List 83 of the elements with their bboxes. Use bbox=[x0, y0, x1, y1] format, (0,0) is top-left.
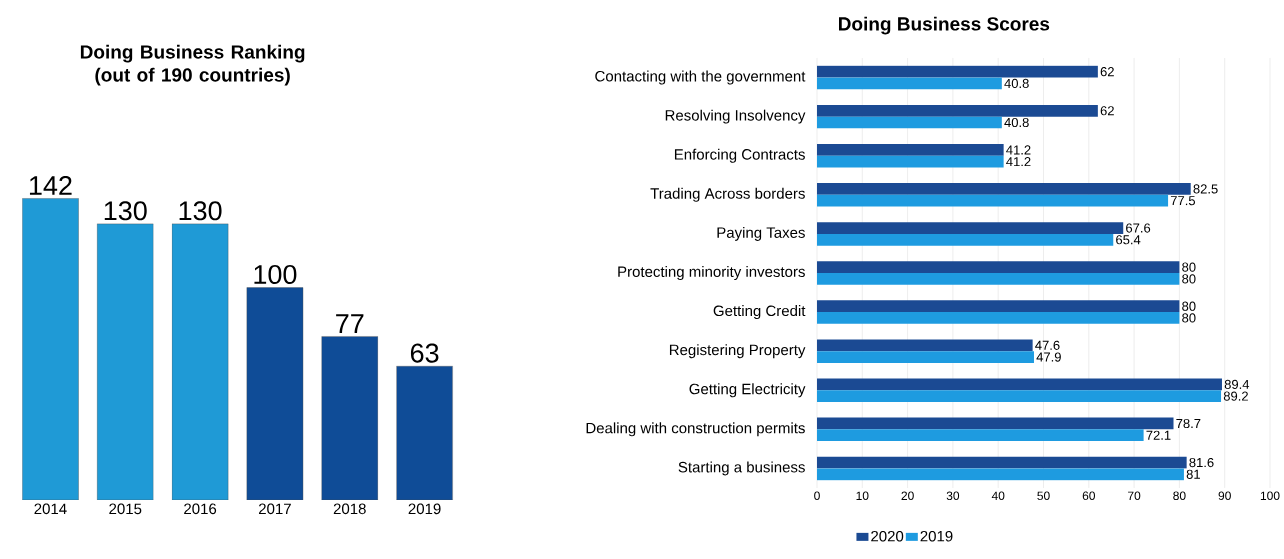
bar bbox=[817, 456, 1187, 469]
data-label: 47.6 bbox=[1035, 340, 1060, 350]
data-label: 41.2 bbox=[1006, 157, 1031, 167]
data-label: 40.8 bbox=[1004, 78, 1029, 88]
y-tick-label: Trading Across borders bbox=[650, 187, 805, 202]
data-label: 142 bbox=[29, 176, 72, 195]
x-tick-label: 2018 bbox=[333, 503, 366, 515]
data-label: 80 bbox=[1182, 313, 1196, 323]
bar bbox=[817, 390, 1222, 402]
data-label: 62 bbox=[1100, 67, 1114, 77]
x-tick-label: 10 bbox=[856, 491, 869, 501]
bar bbox=[817, 194, 1169, 207]
data-label: 82.5 bbox=[1193, 184, 1218, 194]
bar bbox=[817, 143, 1004, 156]
data-label: 130 bbox=[179, 201, 222, 221]
bar bbox=[817, 378, 1222, 391]
y-tick-label: Protecting minority investors bbox=[618, 266, 805, 280]
bar bbox=[817, 417, 1174, 430]
chart-title: Doing Business Scores bbox=[839, 16, 1050, 35]
data-label: 89.4 bbox=[1224, 379, 1250, 389]
bar bbox=[817, 468, 1184, 481]
data-label: 77 bbox=[336, 314, 364, 333]
x-tick-label: 90 bbox=[1218, 491, 1231, 501]
data-label: 80 bbox=[1182, 301, 1196, 311]
legend-label: 2020 bbox=[871, 530, 904, 542]
y-tick-label: Dealing with construction permits bbox=[586, 422, 805, 437]
data-label: 47.9 bbox=[1036, 352, 1061, 362]
x-tick-label: 2016 bbox=[184, 503, 217, 515]
bar bbox=[817, 339, 1033, 352]
data-label: 80 bbox=[1182, 262, 1196, 272]
y-tick-label: Getting Electricity bbox=[689, 383, 806, 398]
data-label: 78.7 bbox=[1176, 418, 1201, 429]
x-tick-label: 50 bbox=[1037, 491, 1050, 501]
y-tick-label: Registering Property bbox=[669, 344, 806, 359]
x-tick-label: 0 bbox=[814, 491, 820, 501]
bar bbox=[817, 429, 1144, 442]
x-tick-label: 60 bbox=[1082, 491, 1096, 501]
bar bbox=[817, 183, 1191, 195]
bar bbox=[817, 222, 1124, 234]
legend-label: 2019 bbox=[920, 530, 953, 542]
data-label: 77.5 bbox=[1170, 196, 1196, 206]
x-tick-label: 100 bbox=[1260, 491, 1280, 501]
y-tick-label: Resolving Insolvency bbox=[665, 109, 806, 124]
x-tick-label: 2015 bbox=[109, 503, 142, 515]
bar bbox=[817, 77, 1002, 90]
data-label: 81 bbox=[1186, 469, 1200, 479]
x-tick-label: 30 bbox=[946, 491, 960, 501]
data-label: 80 bbox=[1182, 274, 1196, 284]
data-label: 89.2 bbox=[1223, 391, 1248, 401]
data-label: 130 bbox=[104, 201, 147, 221]
y-tick-label: Contacting with the government bbox=[595, 70, 806, 85]
x-tick-label: 80 bbox=[1173, 491, 1186, 501]
data-label: 65.4 bbox=[1116, 235, 1141, 245]
bar bbox=[817, 104, 1098, 117]
bar bbox=[817, 233, 1114, 246]
bar bbox=[817, 300, 1180, 313]
bar bbox=[817, 351, 1034, 363]
x-tick-label: 2014 bbox=[34, 503, 67, 515]
bar bbox=[817, 155, 1004, 168]
bar bbox=[817, 261, 1180, 273]
y-tick-label: Getting Credit bbox=[713, 305, 806, 320]
chart-title: Doing Business Ranking (out of 190 countries) bbox=[80, 44, 305, 86]
data-label: 41.2 bbox=[1006, 145, 1031, 155]
x-tick-label: 40 bbox=[991, 491, 1005, 501]
data-label: 62 bbox=[1100, 106, 1114, 116]
data-label: 40.8 bbox=[1004, 117, 1029, 128]
x-tick-label: 70 bbox=[1128, 491, 1141, 501]
data-label: 63 bbox=[410, 343, 439, 363]
y-tick-label: Paying Taxes bbox=[717, 226, 805, 241]
bar bbox=[22, 198, 79, 500]
y-tick-label: Starting a business bbox=[678, 461, 805, 476]
data-label: 67.6 bbox=[1126, 223, 1151, 233]
bar bbox=[817, 272, 1180, 285]
y-tick-label: Enforcing Contracts bbox=[674, 148, 805, 163]
data-label: 81.6 bbox=[1189, 457, 1214, 468]
data-label: 72.1 bbox=[1146, 430, 1171, 440]
bar bbox=[817, 312, 1180, 324]
data-label: 100 bbox=[254, 264, 297, 285]
x-tick-label: 20 bbox=[901, 491, 914, 501]
bar bbox=[817, 116, 1002, 129]
bar bbox=[817, 65, 1098, 78]
x-tick-label: 2019 bbox=[408, 503, 441, 515]
x-tick-label: 2017 bbox=[259, 503, 291, 515]
